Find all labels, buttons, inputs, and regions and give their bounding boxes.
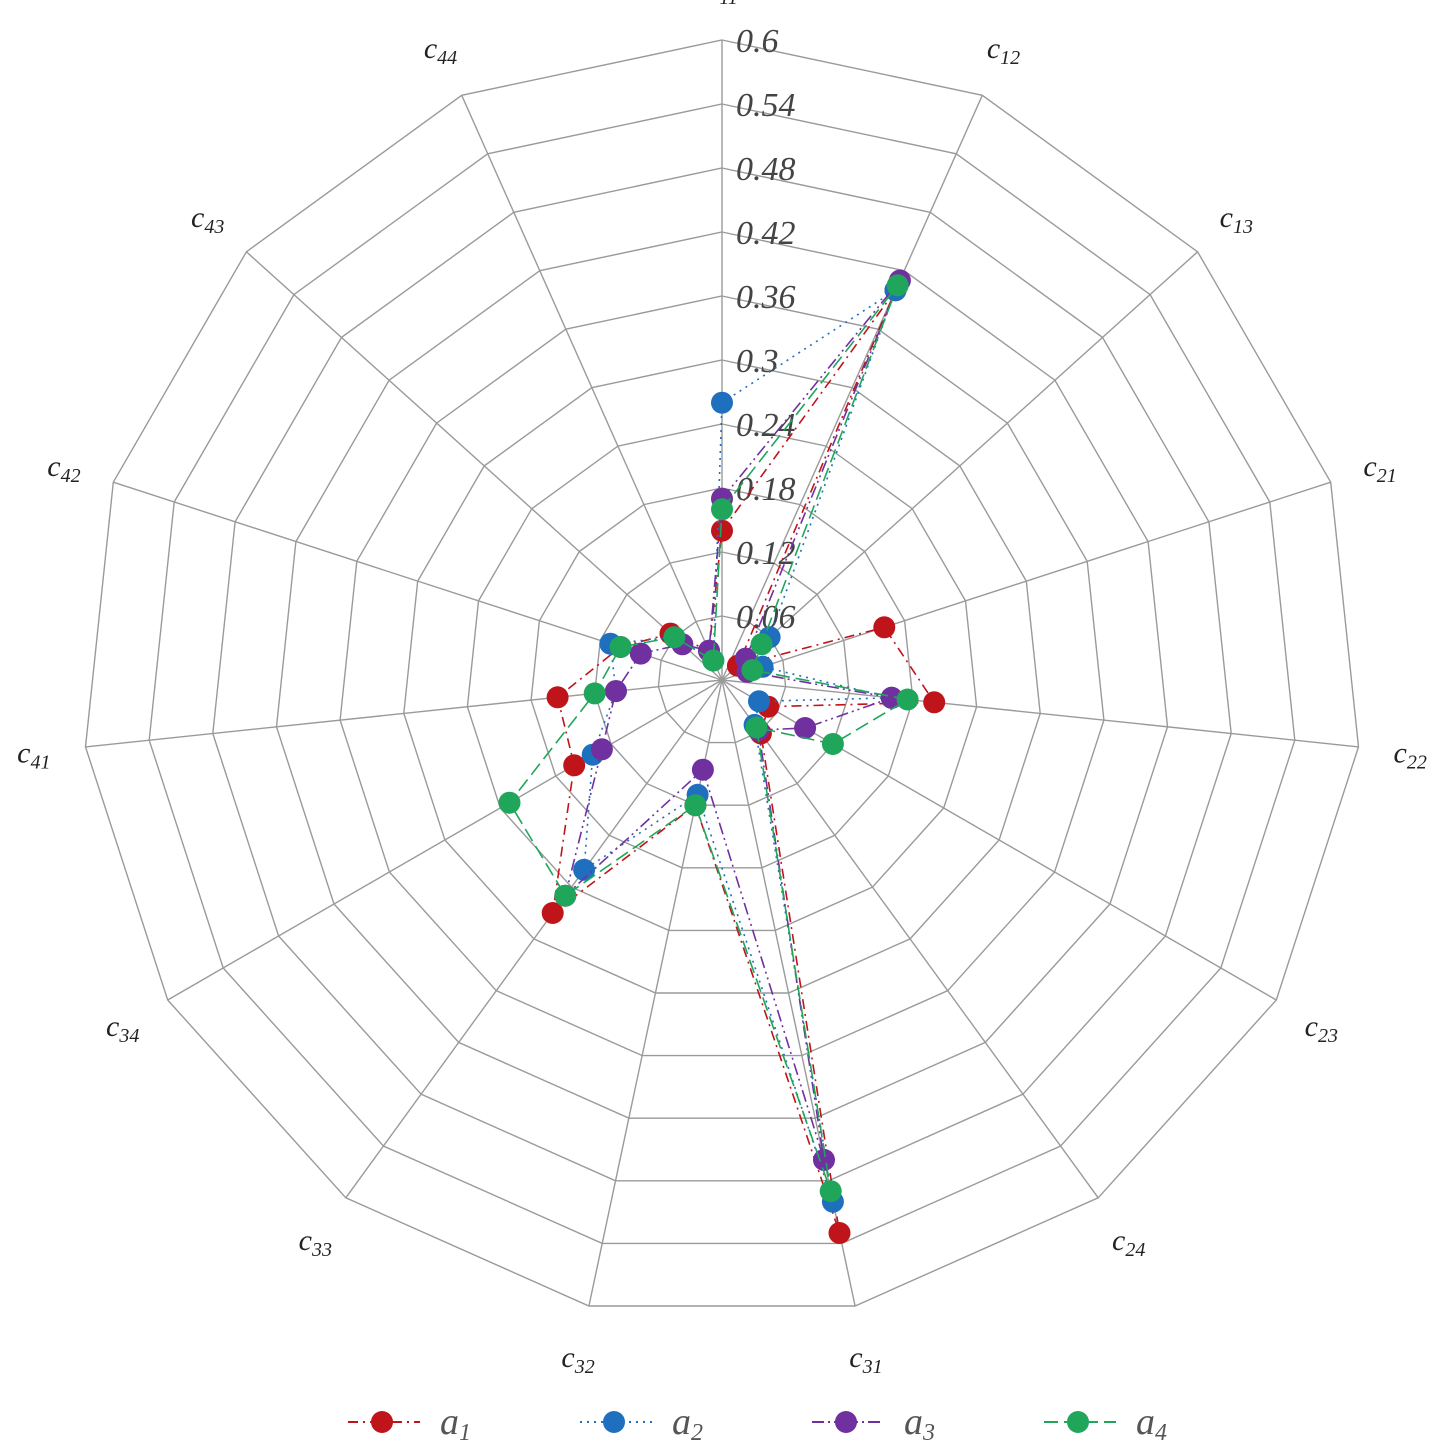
tick-label: 0.42 [736,215,796,252]
data-point [896,688,919,711]
axis-label: c24 [1112,1224,1145,1261]
grid-ring [212,167,1232,1182]
data-point [604,680,627,703]
legend: a1 a2 a3 a4 [348,1401,1167,1443]
data-point [546,686,569,709]
axis-label: c31 [849,1341,882,1378]
axis-label: c22 [1394,736,1427,773]
data-point [629,642,652,665]
data-point [691,758,714,781]
data-point [554,884,577,907]
tick-label: 0.48 [736,151,796,188]
series-line [551,289,936,1234]
axis-label: c41 [17,736,50,773]
data-point [886,274,909,297]
legend-label: a1 [440,1401,471,1443]
legend-item: a3 [812,1401,935,1443]
tick-label: 0.6 [736,23,779,60]
axis-label: c33 [299,1224,332,1261]
axis-spoke [721,95,983,681]
legend-item: a4 [1044,1401,1167,1443]
data-point [741,659,764,682]
axis-spoke [721,251,1199,681]
grid-ring [593,551,851,806]
data-point [750,633,773,656]
axis-label: c11 [706,0,738,9]
data-point [498,791,521,814]
data-point [873,616,896,639]
axis-label: c44 [424,32,457,69]
data-point [590,738,613,761]
legend-item: a2 [580,1401,703,1443]
tick-label: 0.54 [736,87,796,124]
axis-spoke [245,251,723,681]
data-series [498,269,946,1244]
data-point [563,754,586,777]
axis-spoke [461,95,723,681]
legend-label: a2 [672,1401,703,1443]
grid-ring [657,615,787,744]
data-point [880,686,903,709]
data-point [711,498,733,521]
data-point [711,519,733,542]
legend-label: a3 [904,1401,935,1443]
axis-label: c34 [106,1010,139,1047]
data-point [711,391,733,414]
axis-label: c12 [987,32,1020,69]
data-point [541,902,564,924]
legend-item: a1 [348,1401,471,1443]
axis-spoke [345,679,723,1199]
legend-label: a4 [1136,1401,1167,1443]
radar-grid [84,39,1360,1307]
axis-label: c43 [191,201,224,238]
axis-spoke [721,679,1099,1199]
data-point [923,691,946,714]
series-line [563,279,901,1161]
axis-spoke [721,679,1359,748]
tick-label: 0.36 [736,279,796,316]
grid-ring [84,39,1360,1307]
data-point [583,682,606,705]
legend-marker [371,1411,393,1433]
axis-label: c23 [1305,1010,1338,1047]
data-point [748,690,770,713]
axis-label: c42 [47,450,80,487]
radial-tick-labels: 0.060.120.180.240.30.360.420.480.540.6 [736,23,796,636]
data-point [745,716,768,739]
tick-label: 0.24 [736,407,796,444]
legend-marker [1067,1411,1089,1433]
data-point [819,1180,842,1203]
data-point [684,794,707,817]
grid-ring [466,423,978,932]
grid-ring [339,295,1105,1057]
tick-label: 0.3 [736,343,779,380]
data-point [609,636,632,658]
grid-ring [275,231,1169,1119]
series-line [583,288,898,1202]
legend-marker [603,1411,625,1433]
tick-label: 0.12 [736,535,796,572]
axis-label: c13 [1220,201,1253,238]
data-point [828,1222,851,1244]
axis-spoke [721,481,1331,681]
data-point [702,649,725,672]
series-line [508,284,910,1192]
grid-ring [148,103,1296,1245]
grid-ring [403,359,1041,994]
axis-labels: c11 c12 c13 c21 c22 c23 c24 c31 c32 c33 c34 c41 c42 c… [17,0,1427,1378]
axis-label: c21 [1363,450,1396,487]
data-point [663,626,686,649]
series-a4 [498,274,919,1203]
data-point [821,733,844,755]
data-point [794,717,817,739]
tick-label: 0.18 [736,471,796,508]
data-point [573,858,596,881]
axis-spoke [167,679,723,1001]
axis-label: c32 [561,1341,594,1378]
radar-spokes [85,40,1359,1307]
legend-marker [835,1411,857,1433]
